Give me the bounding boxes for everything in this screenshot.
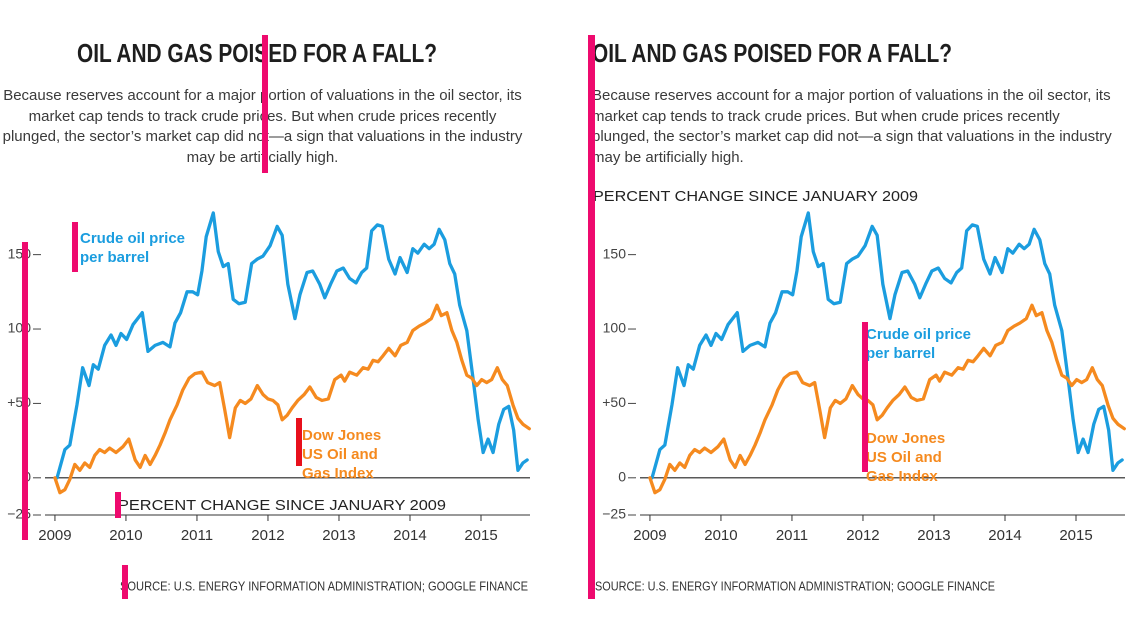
x-tick-label: 2013 — [917, 527, 950, 544]
source-note: SOURCE: U.S. ENERGY INFORMATION ADMINIST… — [595, 579, 995, 593]
y-tick-label: 0 — [618, 469, 626, 485]
y-tick-label: 150 — [603, 245, 627, 261]
y-axis-label: PERCENT CHANGE SINCE JANUARY 2009 — [118, 497, 446, 514]
series-line — [55, 211, 529, 480]
subtitle: Because reserves account for a major por… — [2, 87, 523, 166]
x-tick-label: 2014 — [988, 527, 1021, 544]
x-tick-label: 2009 — [38, 527, 71, 544]
x-tick-label: 2013 — [322, 527, 355, 544]
series-line — [650, 211, 1124, 480]
y-tick-label: +50 — [602, 394, 626, 410]
x-tick-label: 2009 — [633, 527, 666, 544]
chart-title: OIL AND GAS POISED FOR A FALL? — [77, 38, 437, 68]
x-tick-label: 2010 — [704, 527, 737, 544]
series-label: Dow Jones US Oil and Gas Index — [866, 430, 946, 485]
series-label: Crude oil price per barrel — [80, 230, 186, 266]
series-label: Dow Jones US Oil and Gas Index — [302, 427, 382, 482]
y-axis-label: PERCENT CHANGE SINCE JANUARY 2009 — [593, 188, 918, 205]
x-tick-label: 2011 — [776, 527, 808, 544]
y-tick-label: −25 — [7, 506, 31, 522]
y-tick-label: +50 — [7, 394, 31, 410]
y-tick-label: −25 — [602, 506, 626, 522]
source-note: SOURCE: U.S. ENERGY INFORMATION ADMINIST… — [120, 579, 528, 593]
y-tick-label: 100 — [603, 320, 627, 336]
series-line — [648, 303, 1126, 495]
y-tick-label: 150 — [8, 245, 32, 261]
y-tick-label: 100 — [8, 320, 32, 336]
x-tick-label: 2011 — [181, 527, 213, 544]
x-tick-label: 2012 — [846, 527, 879, 544]
series-label: Crude oil price per barrel — [866, 326, 972, 362]
x-tick-label: 2014 — [393, 527, 426, 544]
x-tick-label: 2015 — [464, 527, 497, 544]
series-line — [53, 303, 531, 495]
chart-title: OIL AND GAS POISED FOR A FALL? — [592, 38, 952, 68]
x-tick-label: 2012 — [251, 527, 284, 544]
y-tick-label: 0 — [23, 469, 31, 485]
x-tick-label: 2010 — [109, 527, 142, 544]
x-tick-label: 2015 — [1059, 527, 1092, 544]
subtitle: Because reserves account for a major por… — [592, 87, 1112, 166]
